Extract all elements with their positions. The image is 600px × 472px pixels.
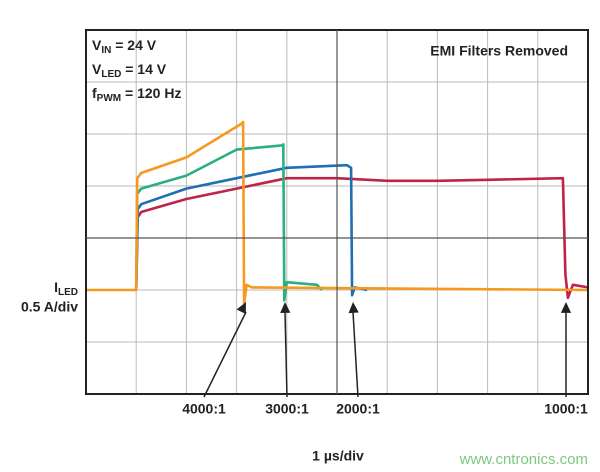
trace xyxy=(134,143,323,302)
note-sub: IN xyxy=(101,45,111,56)
note-symbol: V xyxy=(92,37,102,53)
arrow-head xyxy=(236,302,246,314)
traces xyxy=(86,120,589,305)
note-rest: = 24 V xyxy=(111,37,156,53)
watermark: www.cntronics.com xyxy=(459,451,588,468)
chart-title: EMI Filters Removed xyxy=(430,43,568,59)
y-label: ILED xyxy=(54,279,78,298)
trace xyxy=(134,163,368,297)
series-label: 1000:1 xyxy=(544,401,588,417)
note: VLED = 14 V xyxy=(92,61,167,80)
note-rest: = 120 Hz xyxy=(121,85,181,101)
note-symbol: V xyxy=(92,61,102,77)
note-rest: = 14 V xyxy=(121,61,166,77)
arrow-head xyxy=(348,302,359,314)
y-scale: 0.5 A/div xyxy=(21,299,78,315)
series-label: 4000:1 xyxy=(182,401,226,417)
series-label: 2000:1 xyxy=(336,401,380,417)
series-label: 3000:1 xyxy=(265,401,309,417)
trace xyxy=(86,120,589,305)
x-label: 1 µs/div xyxy=(312,448,364,464)
callout-arrow xyxy=(284,311,288,398)
note-symbol: f xyxy=(92,85,97,101)
note-sub: PWM xyxy=(97,93,121,104)
note: fPWM = 120 Hz xyxy=(92,85,181,104)
note: VIN = 24 V xyxy=(92,37,157,56)
arrow-head xyxy=(280,302,291,313)
callout-arrow xyxy=(203,311,247,398)
note-sub: LED xyxy=(101,69,121,80)
callout-arrow xyxy=(352,311,359,398)
arrow-head xyxy=(560,302,572,313)
